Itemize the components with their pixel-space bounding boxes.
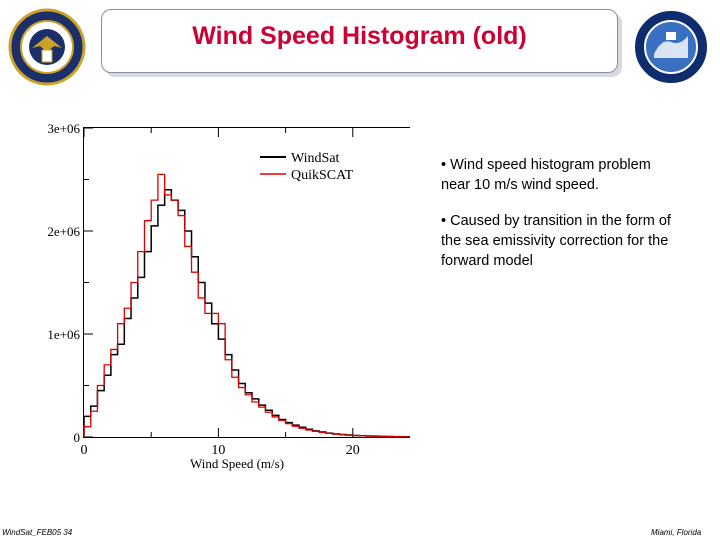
y-tick-label: 3e+06 <box>47 121 80 136</box>
navy-seal-logo-icon <box>8 8 86 86</box>
bullet-list: • Wind speed histogram problem near 10 m… <box>441 155 681 287</box>
x-tick-label: 0 <box>81 443 88 458</box>
y-tick-label: 2e+06 <box>47 224 80 239</box>
chart-legend: WindSat QuikSCAT <box>260 151 354 183</box>
legend-label-quikscat: QuikSCAT <box>291 168 354 183</box>
bullet-item: • Wind speed histogram problem near 10 m… <box>441 157 651 193</box>
slide-title: Wind Speed Histogram (old) <box>192 22 527 50</box>
y-tick-label: 0 <box>74 430 81 445</box>
footer-slide-id: WindSat_FEB05 34 <box>2 528 73 537</box>
y-tick-label: 1e+06 <box>47 327 80 342</box>
series-line-windsat <box>83 189 410 438</box>
bullet-item: • Caused by transition in the form of th… <box>441 213 671 269</box>
x-tick-label: 10 <box>211 443 225 458</box>
plot-frame <box>83 127 410 438</box>
x-tick-label: 20 <box>346 443 360 458</box>
title-box <box>101 9 618 73</box>
wind-speed-histogram-chart: 0 10 20 0 1e+06 2e+06 3e+06 WindSat QuikSCAT W… <box>47 121 410 471</box>
series-line-quikscat <box>83 173 410 438</box>
footer-location: Miami, Florida <box>651 528 702 537</box>
windsat-mission-logo-icon <box>633 9 709 85</box>
x-axis-label: Wind Speed (m/s) <box>190 456 284 471</box>
legend-label-windsat: WindSat <box>291 151 340 166</box>
